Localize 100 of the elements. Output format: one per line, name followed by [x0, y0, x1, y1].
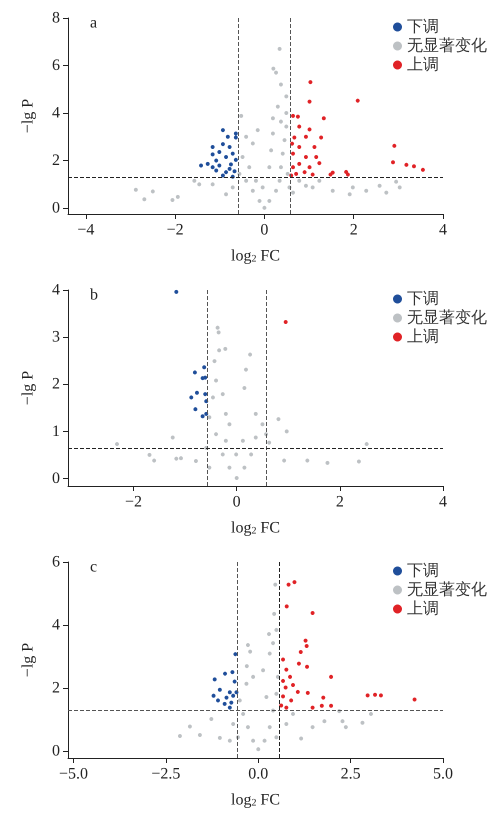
- point: [210, 395, 215, 400]
- point: [260, 185, 265, 190]
- point: [220, 392, 225, 396]
- point: [276, 417, 280, 422]
- point: [298, 650, 303, 654]
- y-tick-label: 6: [52, 57, 60, 74]
- point: [198, 733, 202, 738]
- point: [398, 185, 402, 190]
- point: [294, 172, 298, 176]
- point: [274, 70, 278, 75]
- point: [284, 94, 288, 98]
- point: [271, 66, 276, 71]
- point: [266, 632, 271, 636]
- legend-label: 上调: [407, 600, 439, 618]
- point: [115, 442, 120, 446]
- x-tick-label: 5.0: [433, 766, 453, 782]
- point: [216, 326, 220, 330]
- point: [321, 696, 326, 700]
- y-tick-label: 8: [52, 10, 60, 26]
- legend-label: 无显著变化: [407, 580, 487, 598]
- point: [248, 650, 252, 654]
- point: [210, 152, 215, 156]
- chart-title: c: [90, 558, 98, 576]
- point: [249, 452, 254, 456]
- point: [290, 142, 294, 146]
- point: [207, 466, 212, 470]
- point: [210, 145, 215, 149]
- point: [224, 696, 228, 700]
- point: [170, 198, 174, 202]
- x-axis-title: log2 FC: [230, 792, 280, 808]
- point: [273, 582, 278, 587]
- point: [350, 185, 355, 190]
- point: [220, 174, 225, 178]
- y-tick-label: 1: [52, 422, 60, 440]
- y-tick-label: 6: [52, 554, 60, 570]
- point: [229, 700, 234, 705]
- x-tick-label: 2.5: [340, 766, 361, 782]
- point: [260, 422, 264, 426]
- x-tick-label: −4: [77, 222, 94, 238]
- legend-label: 无显著变化: [407, 36, 487, 54]
- point: [284, 124, 288, 129]
- point: [238, 698, 242, 702]
- point: [250, 141, 255, 146]
- point: [188, 724, 192, 729]
- point: [203, 392, 208, 396]
- point: [174, 290, 178, 294]
- point: [234, 131, 238, 136]
- point: [217, 164, 222, 168]
- point: [224, 192, 228, 196]
- point: [234, 136, 238, 140]
- point: [284, 668, 288, 672]
- point: [310, 706, 315, 710]
- legend-label: 上调: [407, 328, 439, 346]
- point: [256, 747, 260, 752]
- point: [310, 725, 315, 730]
- x-tick-label: 2: [336, 494, 344, 510]
- legend-label: 下调: [407, 18, 439, 36]
- point: [340, 719, 345, 724]
- x-tick-label: 0: [232, 494, 241, 510]
- point: [282, 138, 287, 142]
- point: [281, 694, 286, 698]
- point: [194, 459, 198, 464]
- legend-label: 无显著变化: [407, 308, 487, 326]
- point: [232, 680, 237, 684]
- point: [356, 98, 360, 103]
- point: [304, 644, 309, 648]
- point: [216, 330, 221, 334]
- point: [314, 154, 318, 159]
- point: [308, 80, 312, 84]
- point: [234, 452, 238, 456]
- point: [227, 422, 232, 426]
- point: [330, 188, 335, 193]
- y-tick-label: 4: [52, 104, 60, 122]
- point: [200, 376, 205, 380]
- point: [366, 693, 370, 698]
- point: [279, 703, 284, 708]
- point: [227, 466, 232, 470]
- point: [262, 206, 266, 210]
- point: [310, 172, 315, 177]
- point: [199, 164, 204, 168]
- point: [150, 189, 155, 194]
- point: [346, 172, 350, 177]
- point: [274, 188, 278, 193]
- point: [308, 165, 312, 170]
- point: [228, 166, 232, 171]
- point: [261, 668, 266, 672]
- point: [244, 368, 248, 372]
- point: [228, 738, 232, 743]
- point: [291, 114, 295, 118]
- point: [364, 442, 369, 446]
- y-tick-label: 3: [52, 328, 60, 346]
- point: [412, 164, 416, 168]
- point: [297, 145, 302, 149]
- point: [284, 706, 288, 710]
- point: [404, 162, 408, 167]
- point: [304, 184, 308, 188]
- point: [218, 736, 222, 740]
- point: [344, 725, 348, 730]
- point: [224, 412, 228, 416]
- point: [281, 678, 286, 683]
